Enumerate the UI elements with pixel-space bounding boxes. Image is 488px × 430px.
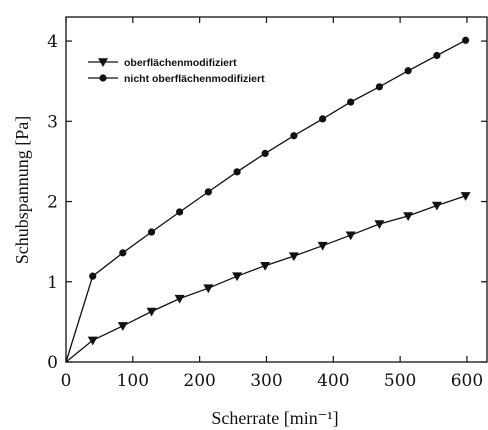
legend-item: nicht oberflächenmodifiziert — [88, 73, 265, 85]
x-tick-label: 400 — [317, 371, 349, 391]
data-point-circle — [99, 74, 107, 82]
data-point-circle — [261, 149, 269, 157]
x-tick-label: 200 — [183, 371, 215, 391]
data-point-circle — [462, 36, 470, 44]
y-tick-label: 2 — [47, 193, 58, 213]
data-point-triangle — [87, 336, 98, 346]
y-tick-label: 4 — [47, 32, 58, 52]
y-tick-label: 1 — [47, 273, 58, 293]
data-point-triangle — [403, 212, 414, 221]
data-point-circle — [119, 249, 127, 257]
x-axis-title: Scherrate [min⁻¹] — [211, 408, 338, 428]
data-point-triangle — [98, 58, 108, 67]
series-line — [65, 195, 466, 363]
x-tick-label: 300 — [250, 371, 282, 391]
data-point-circle — [347, 98, 355, 106]
data-point-circle — [89, 272, 97, 280]
data-point-triangle — [146, 307, 157, 317]
y-tick-label: 3 — [47, 112, 58, 132]
data-point-triangle — [460, 192, 471, 201]
data-point-circle — [147, 228, 156, 236]
x-tick-label: 100 — [117, 371, 149, 391]
x-tick-label: 500 — [384, 371, 416, 391]
data-point-circle — [404, 67, 412, 75]
data-point-circle — [233, 168, 241, 176]
legend: oberflächenmodifiziert nicht oberflächenm… — [88, 57, 265, 85]
data-point-triangle — [374, 220, 385, 229]
y-axis-title: Schubspannung [Pa] — [12, 116, 32, 264]
series-line — [65, 39, 466, 363]
data-point-triangle — [288, 252, 299, 262]
data-point-triangle — [431, 201, 442, 211]
data-point-triangle — [317, 241, 328, 251]
data-point-circle — [290, 132, 298, 140]
data-point-triangle — [117, 322, 128, 331]
axes: 0 100 200 300 400 500 600 0 1 2 3 4 — [47, 17, 487, 391]
data-point-circle — [204, 188, 212, 196]
data-point-circle — [433, 51, 441, 60]
data-point-triangle — [203, 284, 214, 294]
legend-item: oberflächenmodifiziert — [88, 57, 237, 69]
x-tick-label: 0 — [61, 371, 72, 391]
data-point-triangle — [232, 272, 243, 282]
data-point-circle — [319, 115, 327, 123]
series-1 — [65, 36, 470, 363]
data-point-circle — [176, 208, 184, 216]
series-layer — [65, 36, 471, 363]
series-0 — [65, 192, 471, 363]
legend-label: oberflächenmodifiziert — [124, 57, 237, 69]
data-point-triangle — [260, 261, 271, 271]
plot-frame — [65, 16, 488, 363]
data-point-triangle — [345, 231, 356, 241]
y-tick-label: 0 — [47, 353, 58, 373]
data-point-circle — [375, 83, 384, 91]
data-point-triangle — [174, 294, 185, 304]
x-tick-label: 600 — [451, 371, 483, 391]
legend-label: nicht oberflächenmodifiziert — [124, 73, 265, 85]
